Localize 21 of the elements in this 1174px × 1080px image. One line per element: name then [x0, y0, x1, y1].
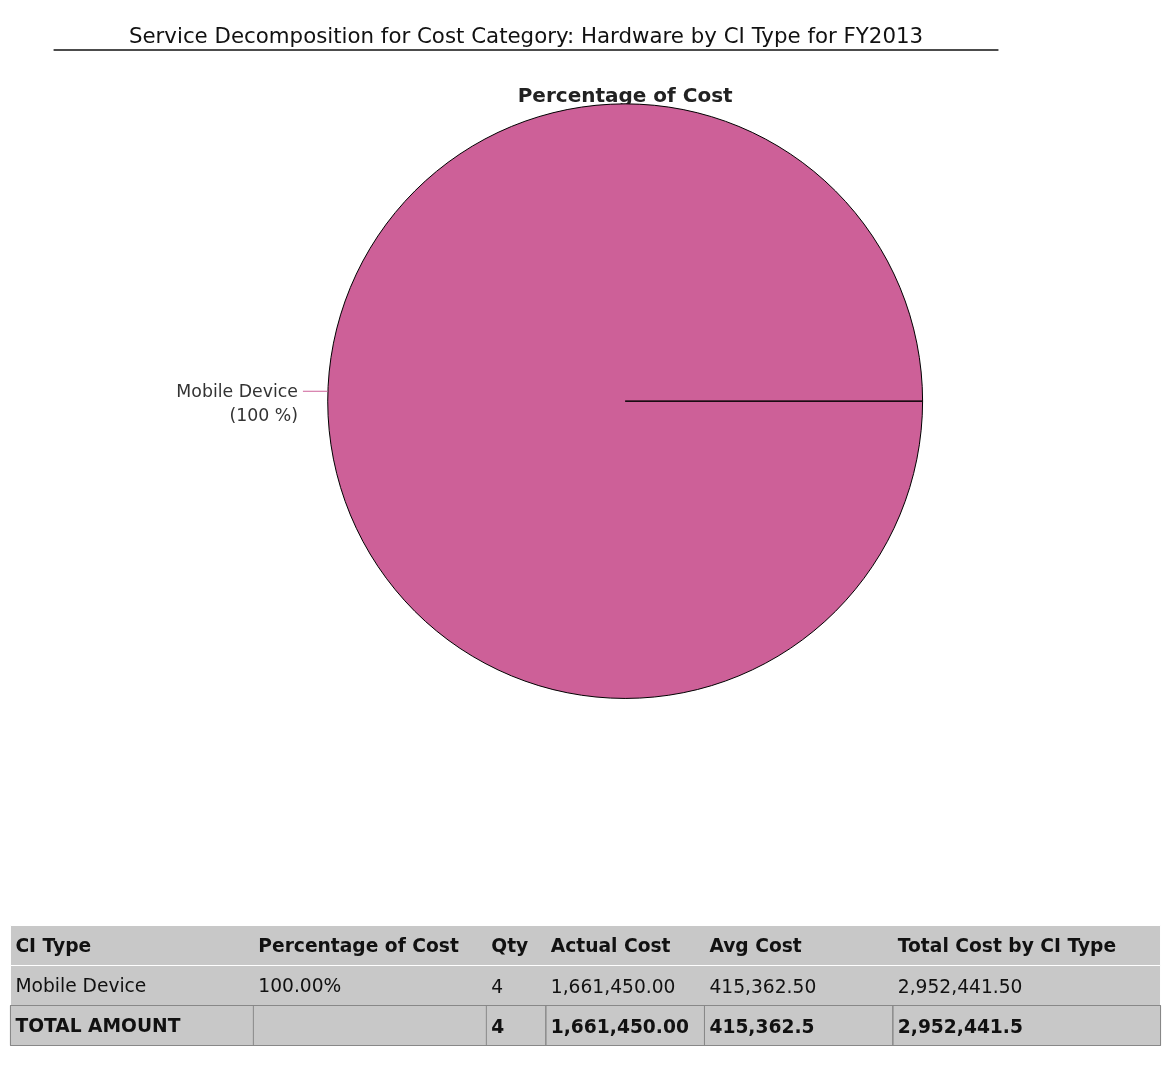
- data-label: (100 %): [229, 405, 298, 425]
- text: 2,952,441.50: [897, 975, 1023, 997]
- text: 1,661,450.00: [550, 1015, 689, 1037]
- chart-title: Service Decomposition for Cost Category: Hardware by CI Type for FY2013: [128, 22, 924, 48]
- text: TOTAL AMOUNT: [15, 1015, 181, 1036]
- text: CI Type: [15, 935, 92, 956]
- text: 4: [491, 975, 504, 997]
- text: 1,661,450.00: [550, 975, 676, 997]
- text: Percentage of Cost: [258, 935, 459, 956]
- slice-label: Mobile Device: [176, 381, 298, 402]
- text: Mobile Device: [15, 975, 147, 996]
- text: Qty: [491, 935, 529, 956]
- text: 415,362.5: [709, 1015, 815, 1037]
- text: 415,362.50: [709, 975, 817, 997]
- text: 100.00%: [258, 975, 342, 996]
- text: Total Cost by CI Type: [897, 935, 1117, 956]
- text: 4: [491, 1015, 505, 1037]
- chart-subtitle: Percentage of Cost: [517, 82, 734, 107]
- text: 2,952,441.5: [897, 1015, 1023, 1037]
- text: Actual Cost: [550, 935, 671, 956]
- text: Avg Cost: [709, 935, 802, 956]
